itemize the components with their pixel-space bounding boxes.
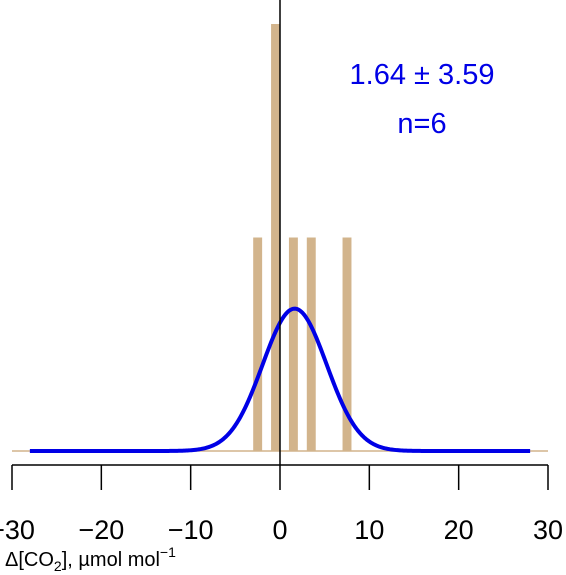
histogram-bar-4 bbox=[342, 237, 352, 451]
x-tick-label-6: 30 bbox=[533, 515, 563, 545]
mean-sd-annotation: 1.64 ± 3.59 bbox=[350, 59, 495, 91]
x-tick-label-5: 20 bbox=[444, 515, 474, 545]
sample-size-annotation: n=6 bbox=[397, 108, 446, 140]
histogram-bar-3 bbox=[306, 237, 316, 451]
x-tick-label-1: −20 bbox=[78, 515, 124, 545]
x-tick-label-3: 0 bbox=[272, 515, 287, 545]
histogram-bars bbox=[253, 24, 352, 451]
x-axis: −30 −20 −10 0 10 20 30 bbox=[0, 464, 563, 545]
x-tick-label-2: −10 bbox=[168, 515, 214, 545]
x-tick-label-0: −30 bbox=[0, 515, 35, 545]
histogram-bar-1 bbox=[271, 24, 280, 451]
histogram-bar-2 bbox=[288, 237, 298, 451]
x-tick-label-4: 10 bbox=[354, 515, 384, 545]
histogram-bar-0 bbox=[253, 237, 263, 451]
x-axis-label: Δ[CO2], µmol mol−1 bbox=[5, 544, 176, 574]
